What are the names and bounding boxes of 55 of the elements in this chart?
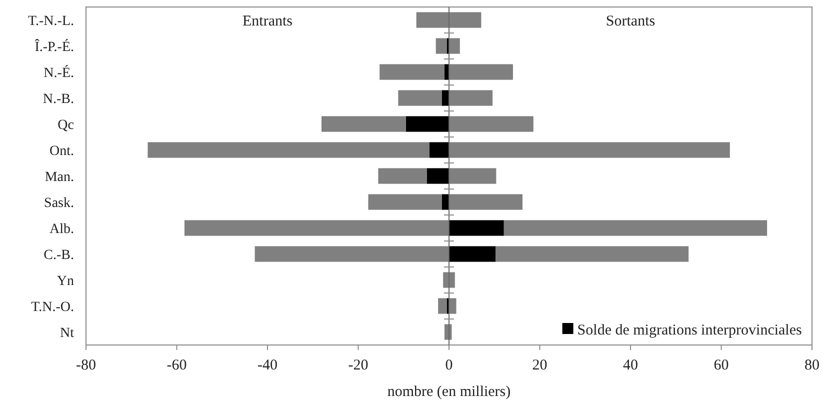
x-tick-label: -80 — [76, 358, 96, 374]
y-tick-label: T.N.-O. — [31, 300, 74, 315]
x-tick-label: -40 — [258, 358, 278, 374]
annotation: Sortants — [606, 13, 656, 30]
x-tick-label: -60 — [166, 358, 187, 374]
bar — [442, 194, 449, 210]
bar — [504, 220, 768, 236]
bar — [444, 324, 449, 340]
bar — [496, 246, 689, 262]
y-tick-label: Alb. — [50, 222, 74, 237]
bar — [438, 298, 447, 314]
bar — [184, 220, 449, 236]
x-tick-label: 0 — [445, 358, 453, 374]
bar — [426, 168, 449, 184]
bar — [436, 38, 447, 54]
annotation: Entrants — [242, 13, 293, 30]
bar — [254, 246, 449, 262]
bar — [449, 142, 730, 158]
bar — [380, 64, 444, 80]
bar — [406, 116, 449, 132]
y-tick-label: Nt — [60, 326, 74, 341]
y-tick-label: Î.-P.-É. — [34, 38, 74, 55]
legend-label: Solde de migrations interprovinciales — [577, 322, 802, 338]
bar — [398, 90, 442, 106]
y-tick-label: N.-É. — [44, 64, 74, 81]
bar — [442, 90, 449, 106]
y-tick-label: N.-B. — [42, 92, 74, 107]
bar — [444, 64, 449, 80]
x-tick-label: 40 — [623, 358, 638, 374]
bar — [449, 298, 456, 314]
y-tick-label: T.-N.-L. — [28, 14, 74, 29]
x-tick-label: 80 — [804, 358, 820, 374]
bar — [449, 90, 493, 106]
x-tick-label: 20 — [532, 358, 548, 374]
x-tick-label: 60 — [714, 358, 729, 374]
y-tick-label: Yn — [56, 274, 74, 289]
bar — [148, 142, 430, 158]
x-tick-label: -20 — [348, 358, 368, 374]
bar — [449, 246, 496, 262]
bar — [449, 64, 513, 80]
bar — [449, 116, 534, 132]
bar — [378, 168, 427, 184]
bar — [449, 220, 504, 236]
bar — [449, 194, 523, 210]
bar — [368, 194, 442, 210]
y-tick-label: Ont. — [50, 144, 74, 159]
y-tick-label: Man. — [44, 170, 74, 185]
bar — [429, 142, 449, 158]
bar — [321, 116, 406, 132]
y-tick-label: Qc — [58, 118, 74, 133]
bar — [449, 38, 460, 54]
y-tick-label: Sask. — [44, 196, 74, 211]
bar — [449, 168, 496, 184]
x-axis-title: nombre (en milliers) — [387, 384, 511, 400]
y-tick-label: C.-B. — [44, 248, 74, 263]
